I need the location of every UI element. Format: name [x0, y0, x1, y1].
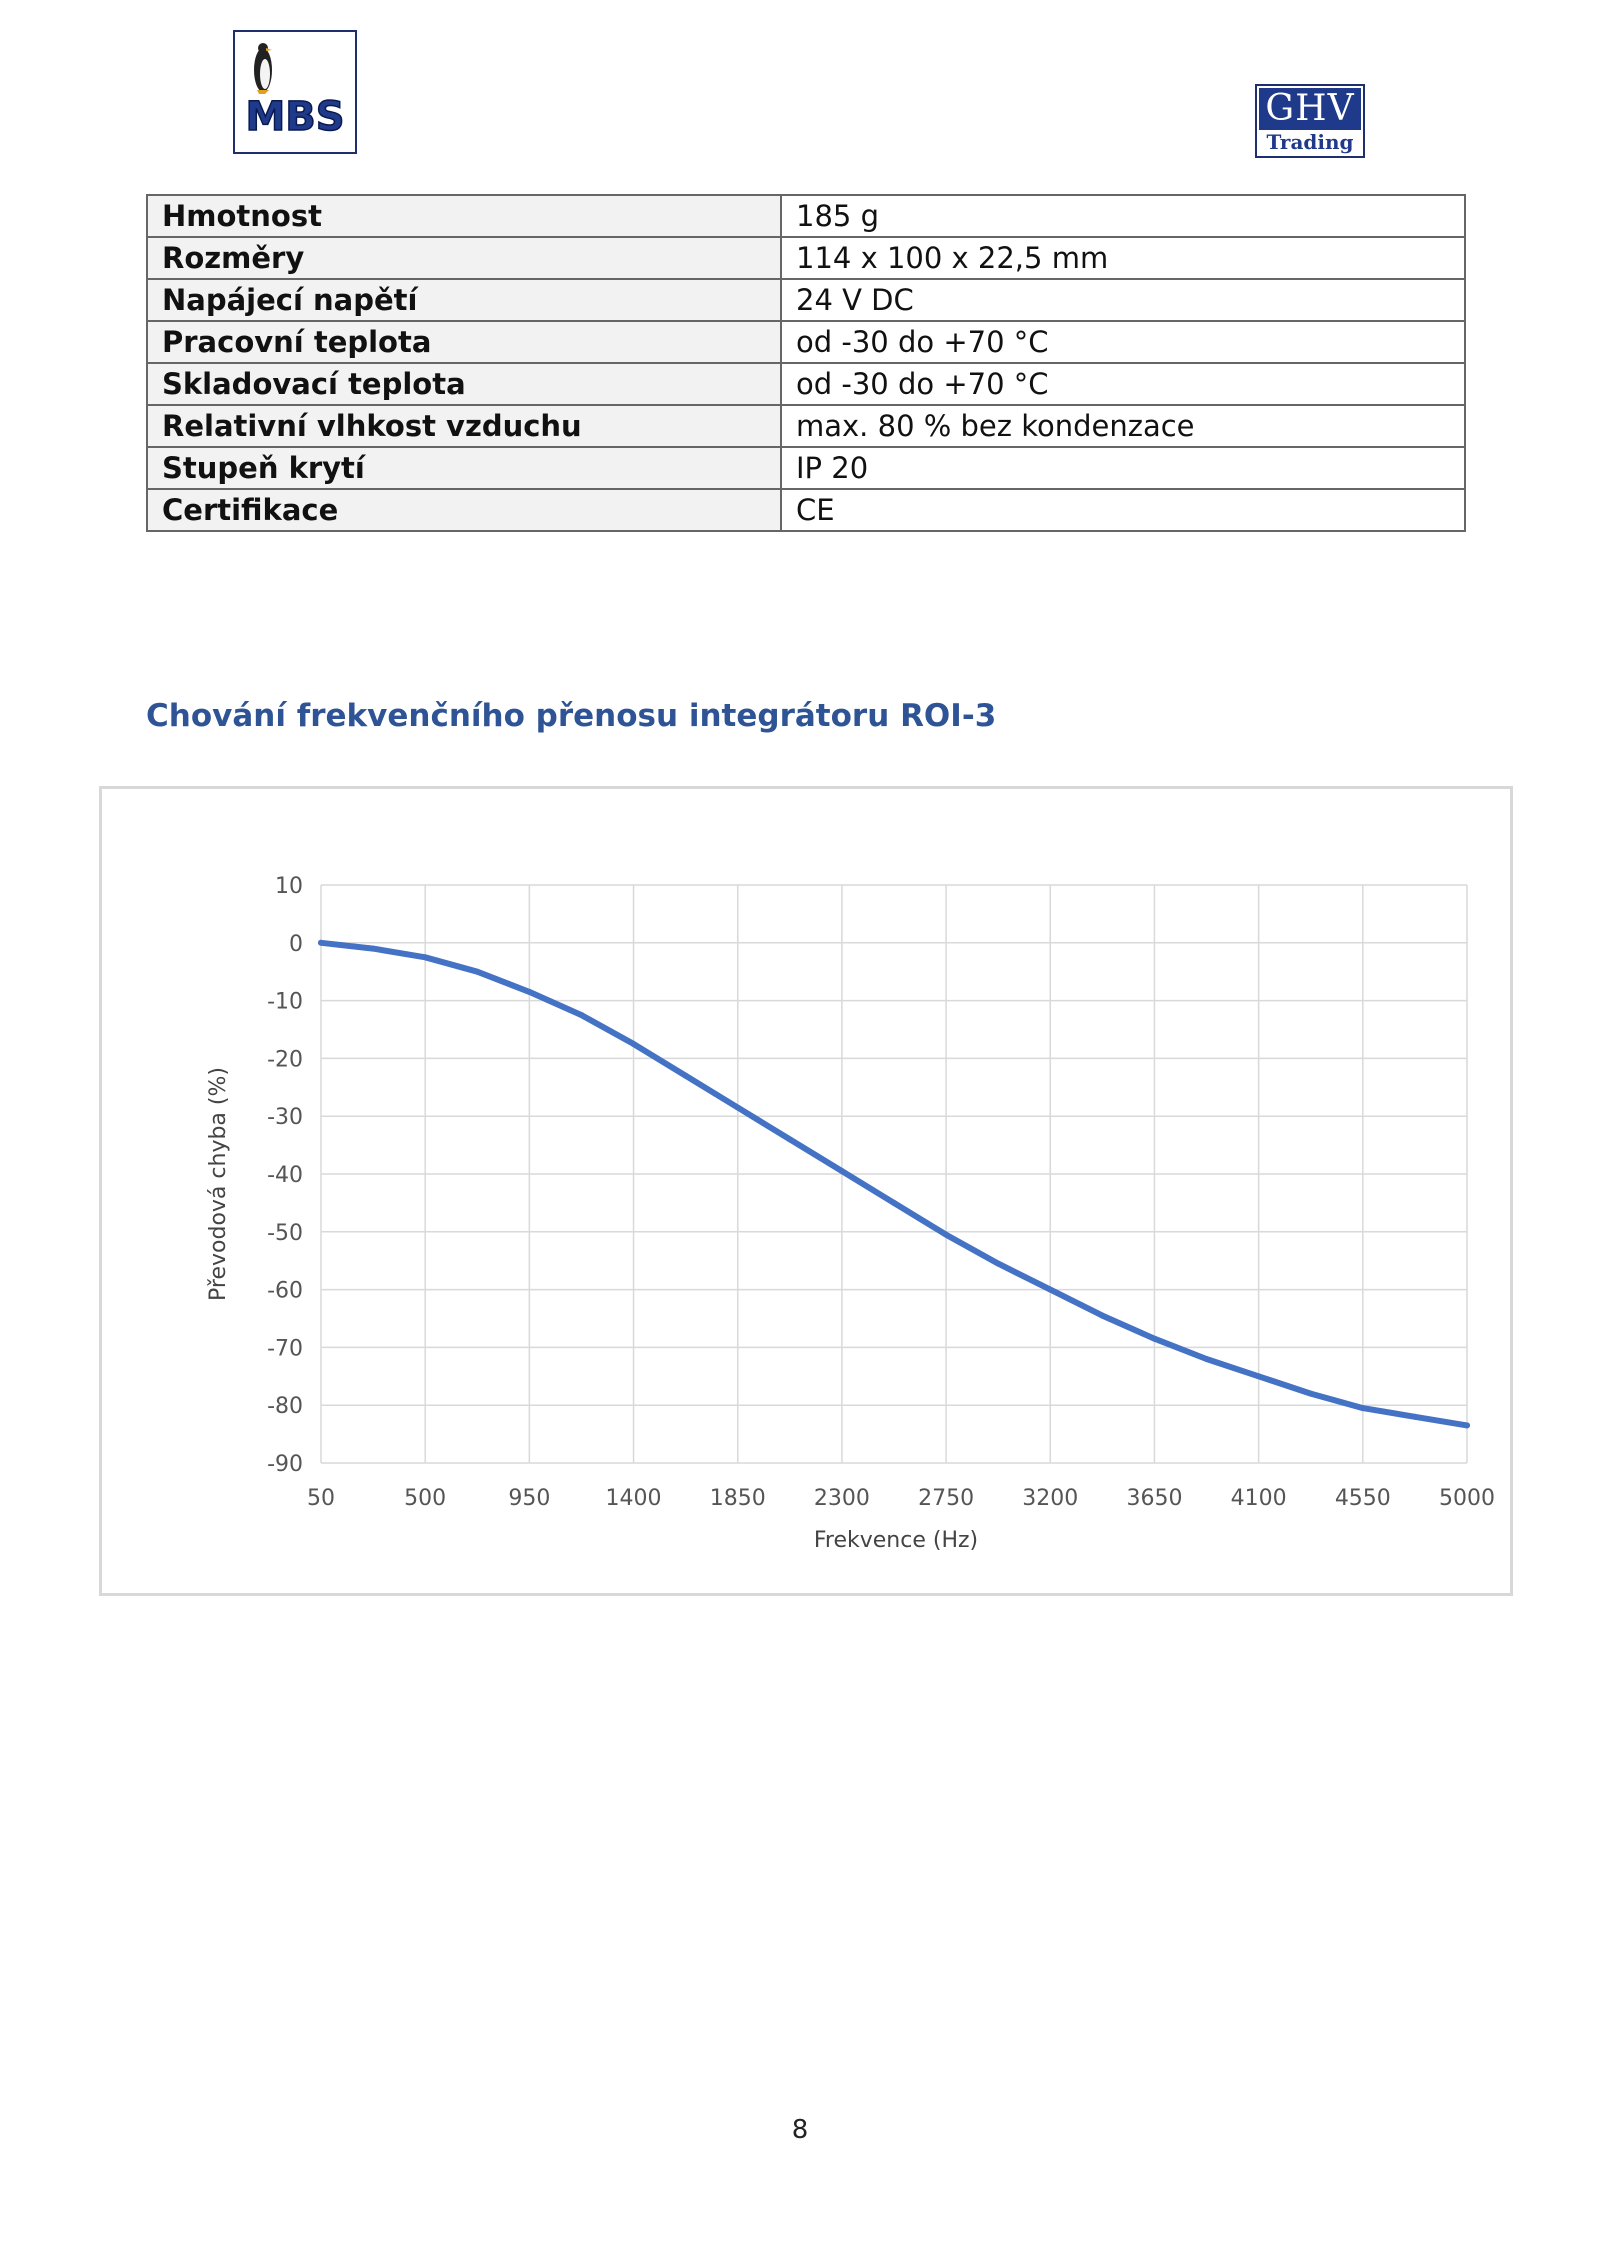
spec-label: Napájecí napětí [146, 278, 782, 322]
data-point [1464, 1422, 1470, 1429]
data-point [1255, 1373, 1262, 1380]
spec-label: Relativní vlhkost vzduchu [146, 404, 782, 448]
x-axis-ticks: 50 500 950 1400 1850 2300 2750 3200 3650 4100 4550… [307, 1486, 1495, 1511]
y-axis-title: Převodová chyba (%) [206, 1067, 231, 1301]
y-tick-label: -80 [267, 1394, 303, 1419]
spec-value: CE [780, 488, 1466, 532]
svg-text:MBS: MBS [245, 94, 344, 140]
x-tick-label: 500 [404, 1486, 446, 1511]
data-point [1099, 1312, 1106, 1319]
spec-value: 114 x 100 x 22,5 mm [780, 236, 1466, 280]
data-point [891, 1199, 897, 1206]
x-tick-label: 950 [508, 1486, 550, 1511]
data-point [995, 1260, 1002, 1267]
data-point [1411, 1413, 1418, 1420]
spec-value: od -30 do +70 °C [780, 320, 1466, 364]
specification-table: Hmotnost 185 g Rozměry 114 x 100 x 22,5 … [146, 194, 1466, 532]
spec-value: 24 V DC [780, 278, 1466, 322]
table-row: Rozměry 114 x 100 x 22,5 mm [146, 236, 1466, 280]
x-tick-label: 2300 [814, 1486, 870, 1511]
chart-grid [320, 884, 1468, 1464]
x-tick-label: 1850 [710, 1486, 766, 1511]
table-row: Pracovní teplota od -30 do +70 °C [146, 320, 1466, 364]
spec-label: Certifikace [146, 488, 782, 532]
spec-label: Pracovní teplota [146, 320, 782, 364]
y-tick-label: -50 [267, 1221, 303, 1246]
data-point [1307, 1390, 1314, 1397]
x-tick-label: 3650 [1126, 1486, 1182, 1511]
x-tick-label: 50 [307, 1486, 335, 1511]
x-tick-label: 2750 [918, 1486, 974, 1511]
page-number: 8 [791, 2115, 809, 2145]
x-axis-title: Frekvence (Hz) [814, 1528, 978, 1553]
x-tick-label: 5000 [1439, 1486, 1495, 1511]
table-row: Napájecí napětí 24 V DC [146, 278, 1466, 322]
trading-logo-text: Trading [1266, 130, 1354, 154]
table-row: Relativní vlhkost vzduchu max. 80 % bez … [146, 404, 1466, 448]
y-tick-label: 0 [289, 932, 303, 957]
ghv-trading-logo: GHV Trading [1255, 84, 1365, 158]
data-point [474, 968, 481, 975]
spec-label: Skladovací teplota [146, 362, 782, 406]
y-tick-label: -10 [267, 990, 303, 1015]
data-point [838, 1168, 845, 1175]
data-point [578, 1012, 585, 1019]
penguin-icon: MBS [245, 43, 345, 141]
data-point [1047, 1286, 1054, 1293]
data-point [786, 1136, 793, 1143]
series-line [318, 939, 1470, 1429]
y-tick-label: -40 [267, 1163, 303, 1188]
x-tick-label: 3200 [1022, 1486, 1078, 1511]
x-tick-label: 1400 [606, 1486, 662, 1511]
table-row: Skladovací teplota od -30 do +70 °C [146, 362, 1466, 406]
ghv-logo-text: GHV [1259, 88, 1361, 130]
data-point [630, 1040, 637, 1047]
y-axis-ticks: 10 0 -10 -20 -30 -40 -50 -60 -70 -80 -90 [267, 874, 303, 1477]
data-point [318, 939, 324, 946]
data-point [370, 945, 377, 952]
spec-value: od -30 do +70 °C [780, 362, 1466, 406]
y-tick-label: -30 [267, 1105, 303, 1130]
data-point [1359, 1405, 1366, 1412]
spec-value: IP 20 [780, 446, 1466, 490]
table-row: Certifikace CE [146, 488, 1466, 532]
spec-label: Rozměry [146, 236, 782, 280]
table-row: Hmotnost 185 g [146, 194, 1466, 238]
data-point [526, 988, 533, 995]
section-heading: Chování frekvenčního přenosu integrátoru… [146, 698, 997, 734]
chart-series [318, 939, 1470, 1429]
data-point [1203, 1355, 1210, 1362]
data-point [943, 1231, 950, 1238]
spec-label: Stupeň krytí [146, 446, 782, 490]
x-tick-label: 4550 [1335, 1486, 1391, 1511]
y-tick-label: -70 [267, 1336, 303, 1361]
data-point [422, 954, 429, 961]
mbs-logo: MBS [233, 30, 357, 154]
table-row: Stupeň krytí IP 20 [146, 446, 1466, 490]
spec-value: max. 80 % bez kondenzace [780, 404, 1466, 448]
x-tick-label: 4100 [1231, 1486, 1287, 1511]
y-tick-label: -20 [267, 1047, 303, 1072]
chart-frame: 10 0 -10 -20 -30 -40 -50 -60 -70 -80 -90 50 500 950 1… [99, 786, 1513, 1596]
y-tick-label: -90 [267, 1452, 303, 1477]
frequency-response-chart: 10 0 -10 -20 -30 -40 -50 -60 -70 -80 -90 50 500 950 1… [206, 874, 1495, 1553]
data-point [734, 1104, 741, 1111]
y-tick-label: -60 [267, 1279, 303, 1304]
y-tick-label: 10 [275, 874, 303, 899]
spec-label: Hmotnost [146, 194, 782, 238]
data-point [1151, 1335, 1158, 1342]
spec-value: 185 g [780, 194, 1466, 238]
data-point [682, 1072, 689, 1079]
